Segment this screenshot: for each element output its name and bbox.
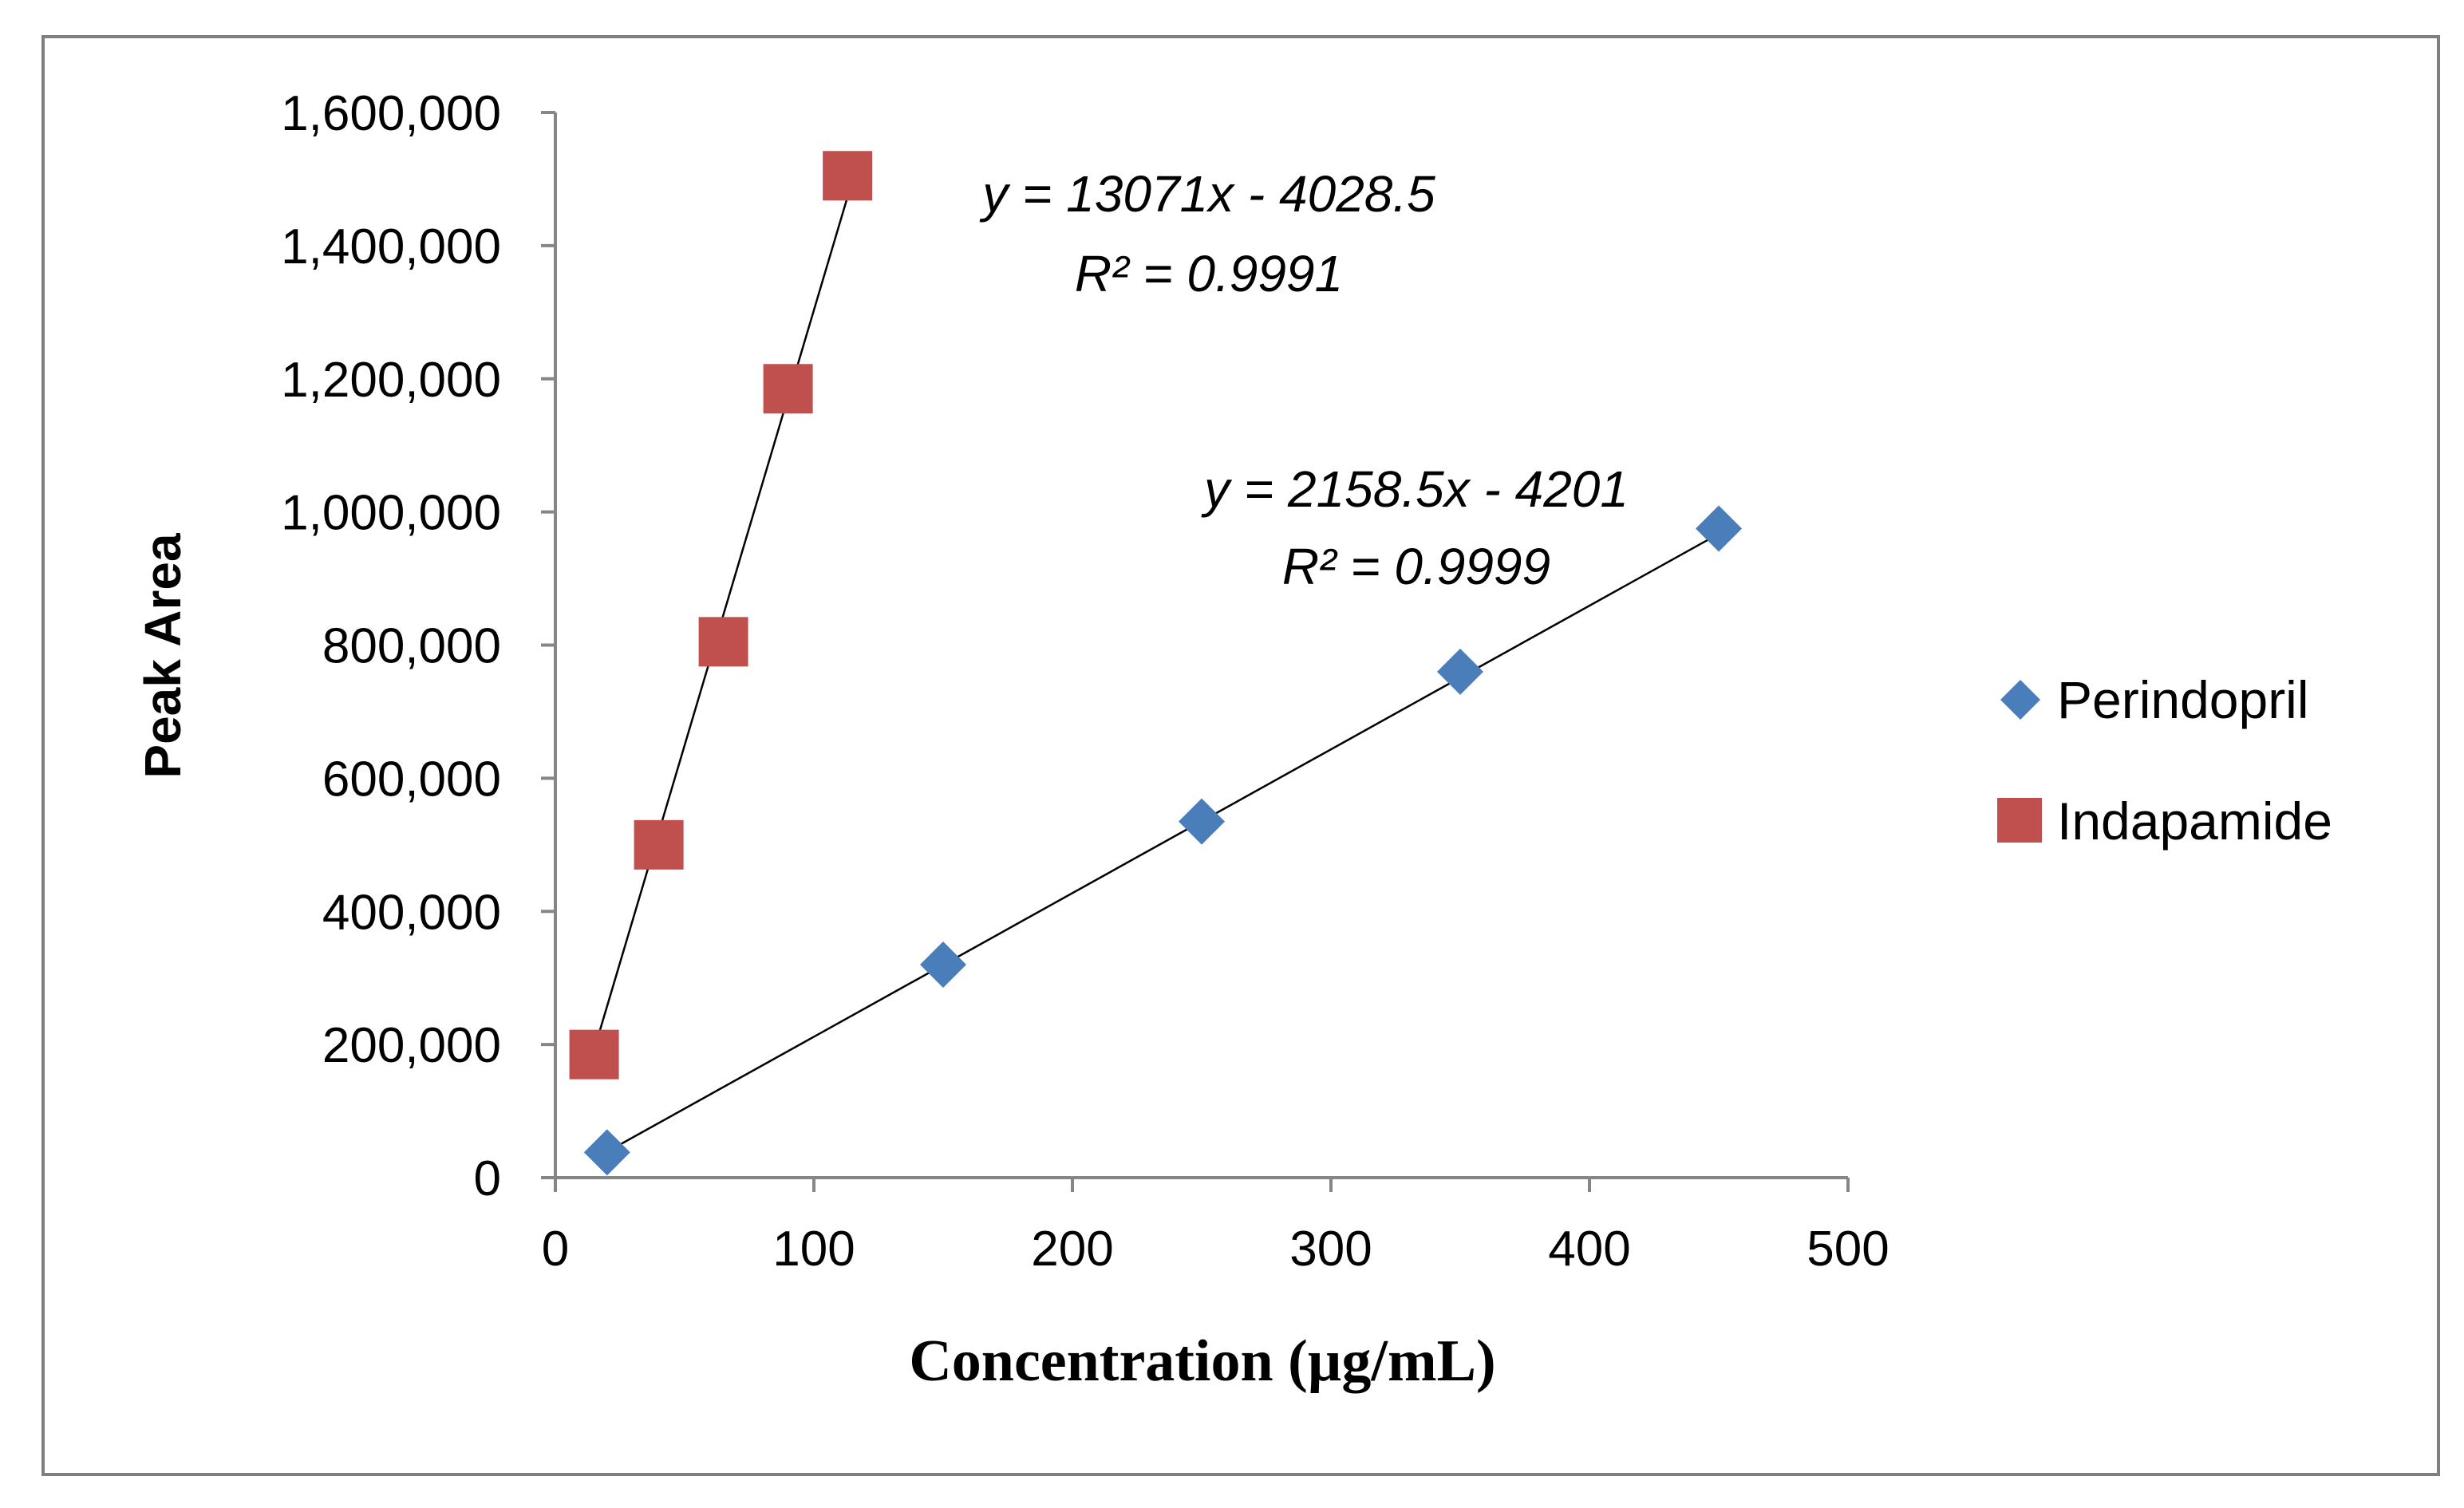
indapamide-r-squared: R² = 0.9991	[1075, 245, 1343, 302]
perindopril-trendline	[606, 532, 1720, 1153]
x-ticks: 0 100 200 300 400 500	[542, 1178, 1889, 1277]
x-tick-label: 200	[1031, 1222, 1113, 1277]
y-tick-label: 1,600,000	[281, 86, 501, 141]
legend: Perindopril Indapamide	[1997, 670, 2332, 851]
indapamide-point	[569, 1029, 619, 1080]
x-tick-label: 500	[1807, 1222, 1889, 1277]
legend-label-perindopril: Perindopril	[2057, 670, 2309, 729]
y-tick-label: 1,000,000	[281, 486, 501, 541]
x-tick-label: 300	[1289, 1222, 1372, 1277]
perindopril-equation: y = 2158.5x - 4201	[1201, 460, 1629, 518]
y-axis-title: Peak Area	[134, 533, 192, 779]
perindopril-point	[583, 1129, 630, 1176]
y-tick-label: 1,200,000	[281, 353, 501, 408]
indapamide-point	[763, 364, 813, 414]
perindopril-point	[1696, 505, 1742, 552]
y-tick-label: 600,000	[322, 752, 501, 807]
y-ticks: 0 200,000 400,000 600,000 800,000 1,000,000 1,…	[281, 86, 555, 1206]
perindopril-point	[920, 942, 966, 988]
x-tick-label: 100	[772, 1222, 855, 1277]
y-tick-label: 800,000	[322, 619, 501, 674]
perindopril-point	[1437, 648, 1483, 695]
chart-frame	[41, 35, 2440, 1476]
legend-label-indapamide: Indapamide	[2057, 792, 2332, 851]
y-tick-label: 1,400,000	[281, 219, 501, 274]
y-tick-label: 400,000	[322, 885, 501, 940]
indapamide-point	[698, 617, 748, 667]
legend-marker-perindopril	[2000, 680, 2040, 720]
indapamide-point	[634, 819, 684, 870]
perindopril-point	[1179, 798, 1225, 845]
y-tick-label: 0	[474, 1151, 501, 1206]
x-axis-title: Concentration (µg/mL)	[909, 1328, 1495, 1394]
perindopril-r-squared: R² = 0.9999	[1282, 538, 1550, 595]
indapamide-point	[823, 151, 873, 201]
legend-marker-indapamide	[1997, 798, 2042, 843]
x-tick-label: 400	[1548, 1222, 1630, 1277]
trendlines	[593, 196, 1720, 1153]
x-tick-label: 0	[542, 1222, 569, 1277]
data-points	[569, 151, 1742, 1176]
indapamide-equation: y = 13071x - 4028.5	[979, 165, 1435, 223]
y-tick-label: 200,000	[322, 1018, 501, 1073]
